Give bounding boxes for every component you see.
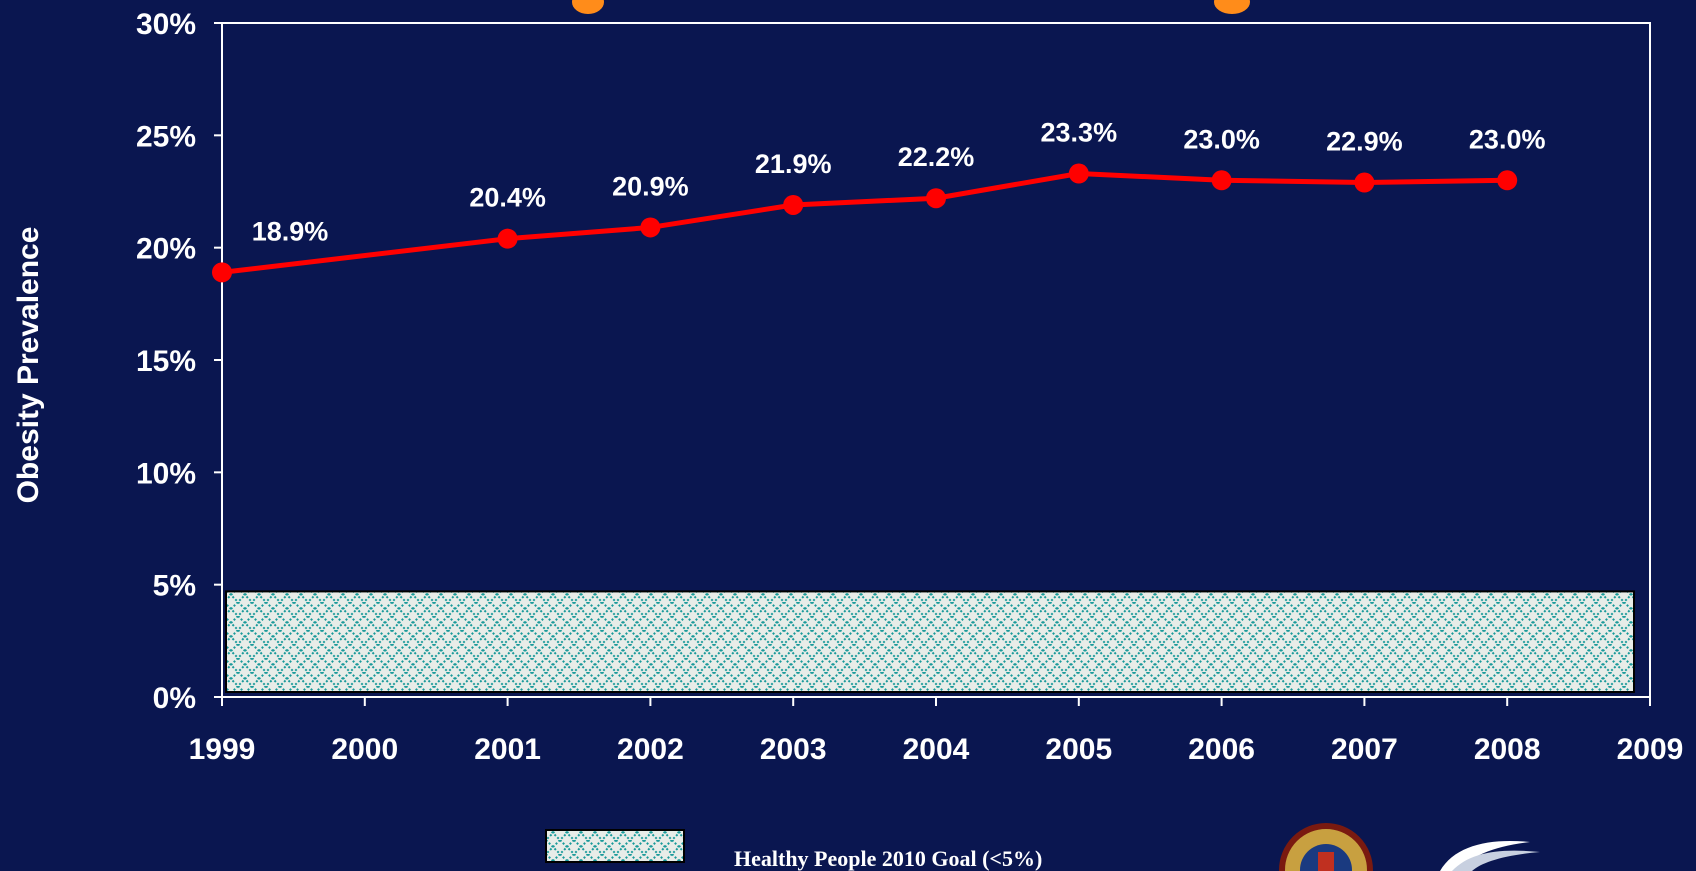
data-label: 23.0% xyxy=(1469,124,1546,154)
data-labels: 18.9% 20.4% 20.9% 21.9% 22.2% 23.3% 23.0% 22.9%… xyxy=(252,118,1546,247)
x-tick-label: 1999 xyxy=(189,733,256,766)
data-point xyxy=(783,194,804,215)
y-tick-label: 20% xyxy=(136,233,196,266)
data-label: 18.9% xyxy=(252,216,329,246)
y-tick-label: 15% xyxy=(136,345,196,378)
legend-swatch xyxy=(545,829,685,863)
x-tick-label: 2003 xyxy=(760,733,827,766)
data-label: 20.4% xyxy=(469,183,546,213)
county-seal-icon xyxy=(1279,823,1373,871)
x-tick-label: 2005 xyxy=(1045,733,1112,766)
x-tick-label: 2006 xyxy=(1188,733,1255,766)
x-tick-label: 2004 xyxy=(903,733,970,766)
data-label: 22.2% xyxy=(898,142,975,172)
legend-label: Healthy People 2010 Goal (<5%) xyxy=(734,846,1042,871)
x-tick-label: 2008 xyxy=(1474,733,1541,766)
series-line xyxy=(221,171,1508,275)
data-point xyxy=(212,262,232,283)
data-label: 23.3% xyxy=(1041,118,1118,148)
series-points xyxy=(212,163,1518,283)
data-point xyxy=(926,188,946,209)
data-label: 22.9% xyxy=(1326,127,1403,157)
title-cropped xyxy=(572,0,1250,14)
goal-band xyxy=(225,590,1635,694)
data-label: 23.0% xyxy=(1183,124,1260,154)
swoosh-logo-icon xyxy=(1440,840,1540,871)
x-tick-label: 2002 xyxy=(617,733,684,766)
y-tick-label: 10% xyxy=(136,457,196,490)
y-ticks: 0% 5% 10% 15% 20% 25% 30% xyxy=(136,8,222,715)
x-tick-label: 2007 xyxy=(1331,733,1398,766)
data-point xyxy=(1211,170,1232,191)
legend: Healthy People 2010 Goal (<5%) xyxy=(545,829,1042,871)
y-tick-label: 25% xyxy=(136,120,196,153)
data-point xyxy=(497,228,518,249)
y-tick-label: 30% xyxy=(136,8,196,41)
data-point xyxy=(1068,163,1089,184)
data-point xyxy=(640,217,661,238)
x-tick-label: 2009 xyxy=(1617,733,1684,766)
data-label: 21.9% xyxy=(755,149,832,179)
x-ticks: 1999 2000 2001 2002 2003 2004 2005 2006 2007 2008… xyxy=(189,697,1684,766)
x-tick-label: 2001 xyxy=(474,733,541,766)
x-tick-label: 2000 xyxy=(331,733,398,766)
data-label: 20.9% xyxy=(612,171,689,201)
y-tick-label: 5% xyxy=(153,570,196,603)
y-tick-label: 0% xyxy=(153,682,196,715)
y-axis-label: Obesity Prevalence xyxy=(12,227,45,504)
data-point xyxy=(1354,172,1375,193)
data-point xyxy=(1497,170,1518,191)
